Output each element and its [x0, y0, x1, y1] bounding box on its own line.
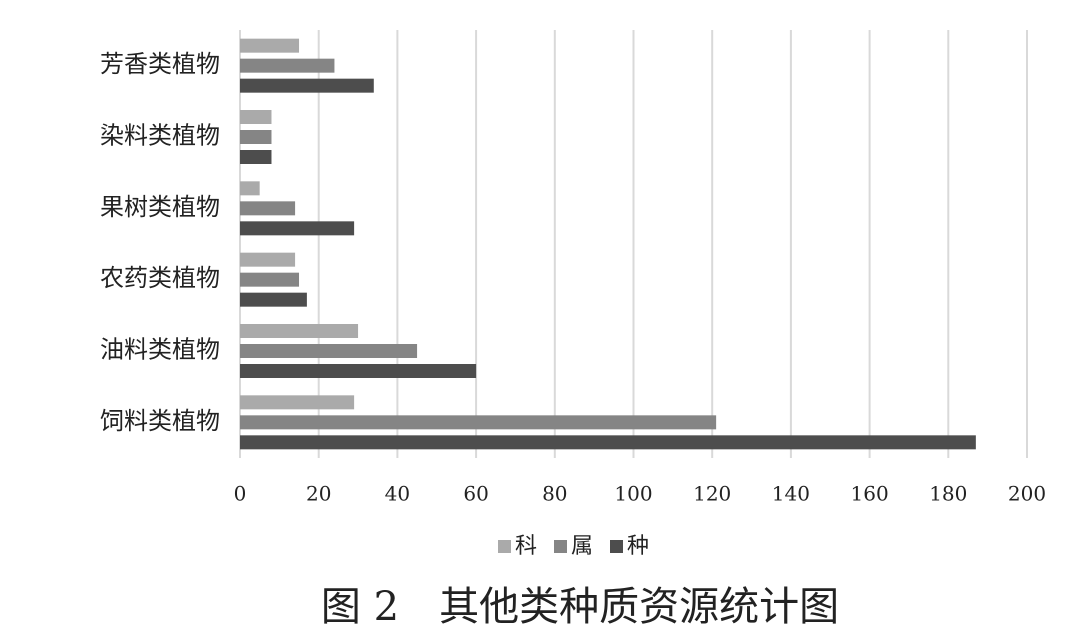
legend-swatch	[554, 540, 567, 553]
y-tick-label: 油料类植物	[100, 336, 220, 364]
bar	[240, 58, 335, 73]
y-tick-label: 饲料类植物	[100, 407, 220, 435]
bar	[240, 395, 355, 410]
bar	[240, 292, 307, 307]
x-tick-label: 0	[234, 482, 247, 506]
bar	[240, 344, 418, 358]
chart-title: 图 2 其他类种质资源统计图	[321, 584, 839, 630]
y-tick-label: 果树类植物	[100, 193, 220, 221]
legend-swatch	[610, 540, 623, 553]
x-tick-label: 120	[693, 482, 731, 506]
bar	[240, 38, 300, 53]
bar	[240, 78, 374, 93]
legend-label: 科	[515, 534, 537, 559]
bar	[240, 150, 272, 164]
legend-swatch	[498, 540, 511, 553]
x-tick-label: 60	[463, 482, 488, 506]
x-tick-label: 100	[614, 482, 652, 506]
x-tick-label: 40	[385, 482, 410, 506]
y-tick-label: 芳香类植物	[100, 50, 220, 78]
x-tick-label: 160	[851, 482, 889, 506]
bar	[240, 324, 359, 338]
y-tick-label: 染料类植物	[100, 122, 220, 150]
bar	[240, 364, 477, 378]
y-tick-label: 农药类植物	[100, 264, 220, 292]
bar	[240, 110, 272, 124]
x-tick-label: 20	[306, 482, 331, 506]
x-tick-label: 140	[772, 482, 810, 506]
bar	[240, 201, 296, 216]
legend-label: 属	[571, 534, 593, 559]
bar	[240, 252, 296, 267]
x-tick-label: 180	[929, 482, 967, 506]
bar	[240, 130, 272, 144]
x-tick-label: 80	[542, 482, 567, 506]
bar	[240, 272, 300, 287]
bar	[240, 181, 260, 196]
legend-label: 种	[627, 534, 649, 559]
x-tick-label: 200	[1008, 482, 1046, 506]
bar	[240, 435, 976, 450]
bar	[240, 221, 355, 236]
bar	[240, 415, 717, 430]
